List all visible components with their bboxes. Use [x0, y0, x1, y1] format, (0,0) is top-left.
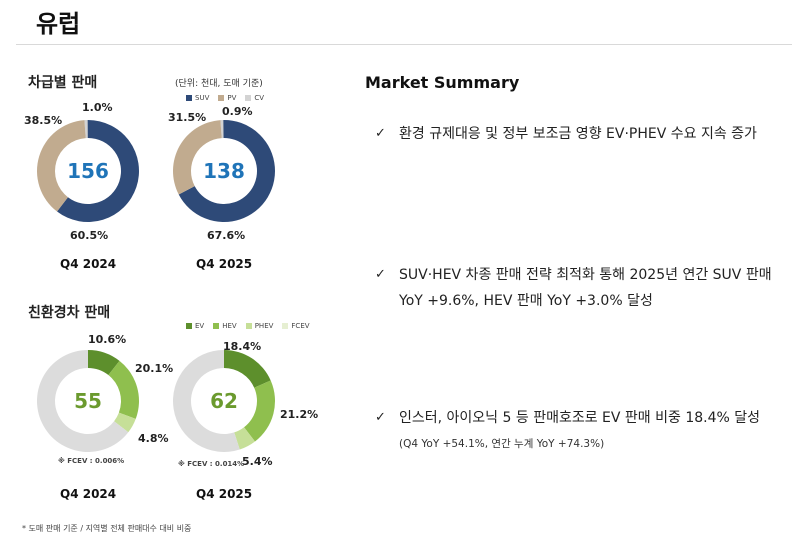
- segment-donut-q4-2025: [173, 120, 275, 222]
- eco-1-slice-ev: [224, 350, 271, 388]
- legend-swatch-ev: [186, 323, 192, 329]
- segment-0-slice-cv: [84, 120, 88, 139]
- page-title: 유럽: [36, 10, 81, 38]
- slice-label-phev-2025: 5.4%: [242, 455, 273, 468]
- summary-bullet-1: ✓ 환경 규제대응 및 정부 보조금 영향 EV·PHEV 수요 지속 증가: [375, 121, 757, 147]
- segment-total-q4-2024: 156: [67, 159, 109, 183]
- footnote: * 도매 판매 기준 / 지역별 전체 판매대수 대비 비중: [22, 524, 192, 533]
- eco-sales-title: 친환경차 판매: [28, 305, 111, 321]
- legend-swatch-phev: [245, 323, 252, 329]
- slice-label-ev-2025: 18.4%: [223, 340, 262, 353]
- eco-1-slice-ice: [172, 350, 240, 452]
- segment-0-slice-suv: [57, 120, 139, 222]
- slice-label-pv-2025: 31.5%: [168, 111, 207, 124]
- segment-0-slice-pv: [36, 120, 86, 212]
- segment-donut-q4-2024: [36, 120, 139, 222]
- summary-bullet-2: ✓ SUV·HEV 차종 판매 전략 최적화 통해 2025년 연간 SUV 판…: [375, 262, 772, 314]
- eco-0-slice-ice: [37, 350, 129, 452]
- eco-0-slice-phev: [114, 412, 136, 433]
- summary-bullet-2-line-2: YoY +9.6%, HEV 판매 YoY +3.0% 달성: [399, 293, 653, 309]
- legend-label-ev: EV: [195, 322, 205, 330]
- eco-0-center-disc: [56, 369, 120, 433]
- legend-label-hev: HEV: [222, 322, 237, 330]
- summary-bullet-1-line-1: 환경 규제대응 및 정부 보조금 영향 EV·PHEV 수요 지속 증가: [399, 126, 757, 142]
- legend-item-cv: CV: [245, 94, 264, 102]
- slice-label-pv-2024: 38.5%: [24, 114, 63, 127]
- legend-item-hev: HEV: [213, 322, 237, 330]
- legend-swatch-hev: [213, 323, 220, 329]
- legend-label-fcev: FCEV: [291, 322, 310, 330]
- summary-bullet-3: ✓ 인스터, 아이오닉 5 등 판매호조로 EV 판매 비중 18.4% 달성 …: [375, 405, 760, 457]
- segment-total-q4-2025: 138: [203, 159, 245, 183]
- market-summary-title: Market Summary: [365, 73, 520, 92]
- legend-swatch-fcev: [282, 323, 289, 329]
- summary-bullet-2-text: SUV·HEV 차종 판매 전략 최적화 통해 2025년 연간 SUV 판매 …: [399, 262, 772, 314]
- slice-label-phev-2024: 4.8%: [138, 432, 169, 445]
- check-icon: ✓: [375, 410, 386, 425]
- period-label-seg-2025: Q4 2025: [196, 257, 253, 271]
- legend-label-cv: CV: [254, 94, 265, 102]
- legend-label-phev: PHEV: [254, 322, 274, 330]
- eco-1-center-disc: [192, 369, 256, 433]
- slice-label-hev-2025: 21.2%: [280, 408, 319, 421]
- unit-note: (단위: 천대, 도매 기준): [175, 79, 263, 89]
- eco-1-slice-hev: [244, 380, 275, 442]
- legend-item-phev: PHEV: [245, 322, 274, 330]
- legend-item-pv: PV: [218, 94, 236, 102]
- summary-bullet-3-sub: (Q4 YoY +54.1%, 연간 누계 YoY +74.3%): [399, 438, 605, 450]
- period-label-eco-2025: Q4 2025: [196, 487, 253, 501]
- segment-0-center-disc: [56, 139, 120, 203]
- eco-donut-q4-2025: [172, 350, 275, 452]
- title-divider: [16, 44, 792, 45]
- eco-donut-q4-2024: [37, 350, 139, 452]
- slice-label-suv-2024: 60.5%: [70, 229, 109, 242]
- legend-item-suv: SUV: [186, 94, 209, 102]
- check-icon: ✓: [375, 126, 386, 141]
- period-label-seg-2024: Q4 2024: [60, 257, 117, 271]
- slice-label-hev-2024: 20.1%: [135, 362, 174, 375]
- fcev-note-2024: ※ FCEV : 0.006%: [58, 457, 125, 465]
- fcev-note-2025: ※ FCEV : 0.014%: [178, 460, 245, 468]
- legend-swatch-cv: [245, 95, 252, 101]
- legend-swatch-pv: [218, 95, 225, 101]
- legend-swatch-suv: [186, 95, 192, 101]
- legend-label-suv: SUV: [195, 94, 210, 102]
- segment-1-slice-pv: [173, 120, 222, 195]
- legend-label-pv: PV: [227, 94, 237, 102]
- slice-label-suv-2025: 67.6%: [207, 229, 246, 242]
- summary-bullet-2-line-1: SUV·HEV 차종 판매 전략 최적화 통해 2025년 연간 SUV 판매: [399, 267, 772, 283]
- eco-0-slice-hev: [108, 360, 139, 419]
- segment-sales-title: 차급별 판매: [28, 75, 98, 91]
- eco-total-q4-2025: 62: [210, 389, 238, 413]
- segment-1-center-disc: [192, 139, 256, 203]
- eco-0-slice-ev: [88, 350, 120, 376]
- period-label-eco-2024: Q4 2024: [60, 487, 117, 501]
- slice-label-cv-2024: 1.0%: [82, 101, 113, 114]
- eco-legend: EV HEV PHEV FCEV: [186, 322, 310, 330]
- summary-bullet-3-line-1: 인스터, 아이오닉 5 등 판매호조로 EV 판매 비중 18.4% 달성: [399, 410, 761, 426]
- segment-legend: SUV PV CV: [186, 94, 264, 102]
- eco-1-slice-phev: [234, 427, 255, 450]
- summary-bullet-1-text: 환경 규제대응 및 정부 보조금 영향 EV·PHEV 수요 지속 증가: [399, 121, 757, 147]
- segment-1-slice-suv: [178, 120, 275, 222]
- summary-bullet-3-text: 인스터, 아이오닉 5 등 판매호조로 EV 판매 비중 18.4% 달성 (Q…: [399, 405, 760, 457]
- legend-item-ev: EV: [186, 322, 204, 330]
- slice-label-cv-2025: 0.9%: [222, 105, 253, 118]
- slice-label-ev-2024: 10.6%: [88, 333, 127, 346]
- eco-total-q4-2024: 55: [74, 389, 102, 413]
- segment-1-slice-cv: [220, 120, 224, 139]
- legend-item-fcev: FCEV: [282, 322, 310, 330]
- check-icon: ✓: [375, 267, 386, 282]
